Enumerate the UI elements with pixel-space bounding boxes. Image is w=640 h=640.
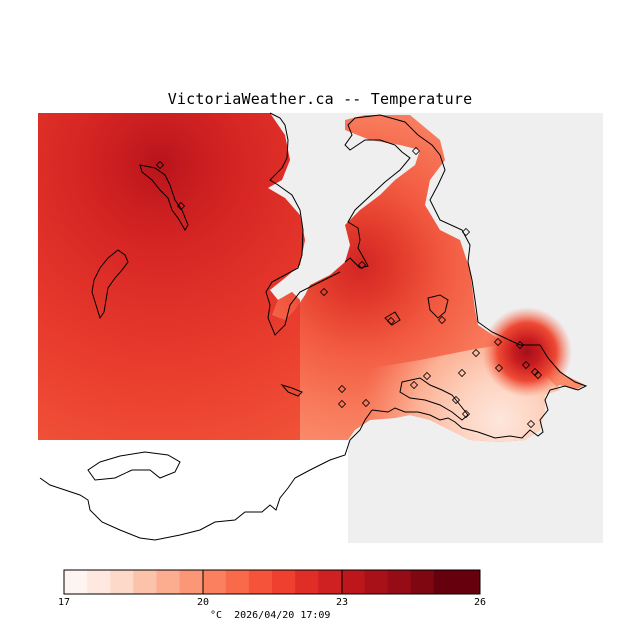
station-marker <box>437 315 447 325</box>
station-marker <box>461 227 471 237</box>
no-data-area <box>38 440 348 543</box>
station-marker <box>493 337 503 347</box>
colorbar-swatch <box>410 570 435 594</box>
station-marker <box>461 409 471 419</box>
coast-peninsula <box>344 114 441 269</box>
station-marker <box>451 395 461 405</box>
station-marker <box>337 384 347 394</box>
coast-island-mid <box>427 294 449 319</box>
timestamp: 2026/04/20 17:09 <box>234 610 331 621</box>
station-marker <box>494 363 504 373</box>
colorbar-swatch <box>202 570 227 594</box>
colorbar-max-label: 26 <box>473 597 487 608</box>
map-title: VictoriaWeather.ca -- Temperature <box>167 90 473 108</box>
station-marker <box>357 260 367 270</box>
colorbar-tick-23: 23 <box>335 597 349 608</box>
colorbar-tick-20: 20 <box>196 597 210 608</box>
coast-lower-land <box>87 451 181 481</box>
coast-east-shore <box>265 112 341 336</box>
colorbar-swatch <box>433 570 458 594</box>
coast-east-1 <box>371 154 588 439</box>
station-marker <box>176 201 186 211</box>
colorbar-swatch <box>456 570 481 594</box>
coastlines <box>39 112 588 541</box>
station-marker <box>515 340 525 350</box>
colorbar-swatch <box>272 570 296 594</box>
station-marker <box>457 368 467 378</box>
colorbar-min-label: 17 <box>57 597 71 608</box>
colorbar-swatch <box>364 570 388 594</box>
units-label: °C <box>210 610 223 621</box>
coast-island-south <box>280 384 303 397</box>
colorbar-swatch <box>133 570 157 594</box>
colorbar-swatch <box>318 570 342 594</box>
colorbar-swatch <box>225 570 250 594</box>
temp-hotspot <box>482 307 572 397</box>
station-marker <box>422 371 432 381</box>
colorbar-swatch <box>110 570 134 594</box>
station-marker <box>471 348 481 358</box>
temp-field-west <box>38 113 305 440</box>
station-marker <box>319 287 329 297</box>
colorbar <box>63 569 481 595</box>
coast-inlet <box>399 377 469 421</box>
station-marker <box>411 146 421 156</box>
station-marker <box>155 160 165 170</box>
coast-south <box>39 409 373 541</box>
station-markers <box>155 146 543 429</box>
coast-island-north <box>139 164 189 231</box>
station-marker <box>521 360 531 370</box>
station-marker <box>361 398 371 408</box>
colorbar-swatch <box>156 570 180 594</box>
station-marker <box>409 380 419 390</box>
colorbar-swatch <box>387 570 412 594</box>
footer-text: °C 2026/04/20 17:09 <box>210 610 330 621</box>
colorbar-outline <box>63 569 481 595</box>
colorbar-swatch <box>179 570 204 594</box>
colorbar-swatch <box>341 570 365 594</box>
station-marker <box>386 316 396 326</box>
station-marker <box>337 399 347 409</box>
colorbar-swatch <box>87 570 111 594</box>
colorbar-swatch <box>64 570 88 594</box>
station-marker <box>526 419 536 429</box>
coast-island-west <box>91 249 129 320</box>
station-marker <box>533 370 543 380</box>
station-marker <box>530 367 540 377</box>
colorbar-swatch <box>295 570 319 594</box>
colorbar-swatch <box>248 570 273 594</box>
